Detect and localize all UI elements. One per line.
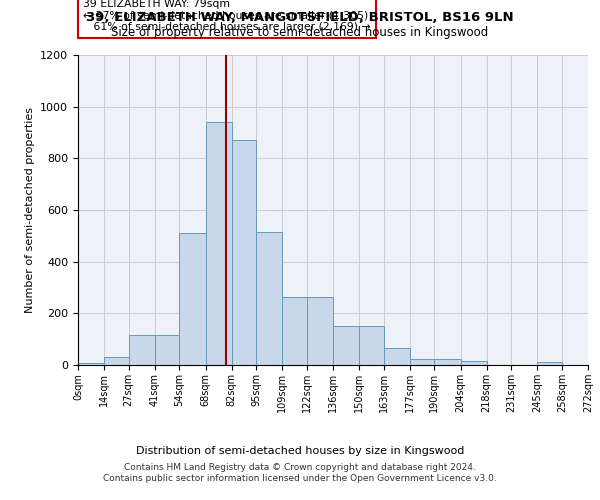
Bar (232, 140, 256, 365)
Bar (383, 348, 410, 365)
Bar (359, 326, 383, 365)
Bar (283, 296, 307, 365)
Bar (205, 122, 232, 365)
Text: Contains HM Land Registry data © Crown copyright and database right 2024.: Contains HM Land Registry data © Crown c… (124, 462, 476, 471)
Bar (410, 358, 434, 365)
Text: 39, ELIZABETH WAY, MANGOTSFIELD, BRISTOL, BS16 9LN: 39, ELIZABETH WAY, MANGOTSFIELD, BRISTOL… (86, 11, 514, 24)
Text: 39 ELIZABETH WAY: 79sqm
← 37% of semi-detached houses are smaller (1,305)
   61%: 39 ELIZABETH WAY: 79sqm ← 37% of semi-de… (83, 0, 371, 32)
Bar (461, 361, 487, 365)
Bar (78, 363, 104, 365)
Y-axis label: Number of semi-detached properties: Number of semi-detached properties (25, 107, 35, 313)
Bar (538, 362, 562, 365)
Bar (128, 336, 155, 365)
Bar (333, 326, 359, 365)
Bar (179, 233, 205, 365)
Bar (307, 296, 333, 365)
Text: Contains public sector information licensed under the Open Government Licence v3: Contains public sector information licen… (103, 474, 497, 483)
Bar (104, 357, 128, 365)
Bar (155, 336, 179, 365)
Text: Distribution of semi-detached houses by size in Kingswood: Distribution of semi-detached houses by … (136, 446, 464, 456)
Text: Size of property relative to semi-detached houses in Kingswood: Size of property relative to semi-detach… (112, 26, 488, 39)
Bar (256, 232, 283, 365)
Bar (434, 358, 461, 365)
